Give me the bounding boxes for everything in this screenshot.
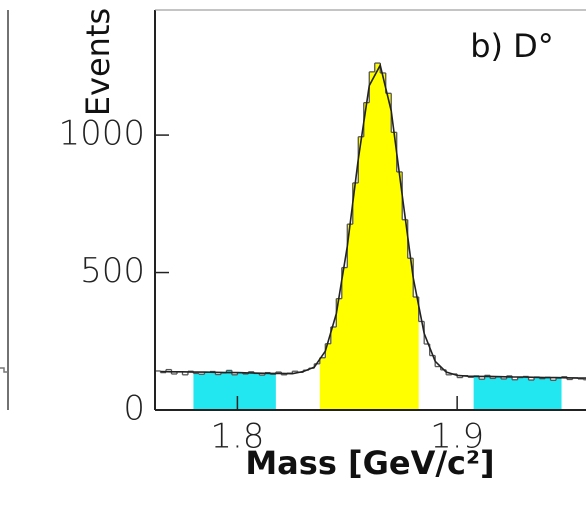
y-tick-label: 0 [123,389,145,429]
fit-curve [160,63,586,379]
shaded-region [193,370,276,410]
panel-annotation: b) D° [470,27,554,65]
x-axis-label: Mass [GeV/c²] [245,444,494,482]
x-tick-label: 1.9 [430,417,484,457]
shaded-region [319,63,419,411]
y-tick-label: 500 [80,251,145,291]
shaded-region [473,375,562,410]
neighbour-panel-trace [0,367,8,373]
x-tick-label: 1.8 [210,417,264,457]
y-tick-label: 1000 [58,114,145,154]
y-axis-label: Events [79,8,117,116]
